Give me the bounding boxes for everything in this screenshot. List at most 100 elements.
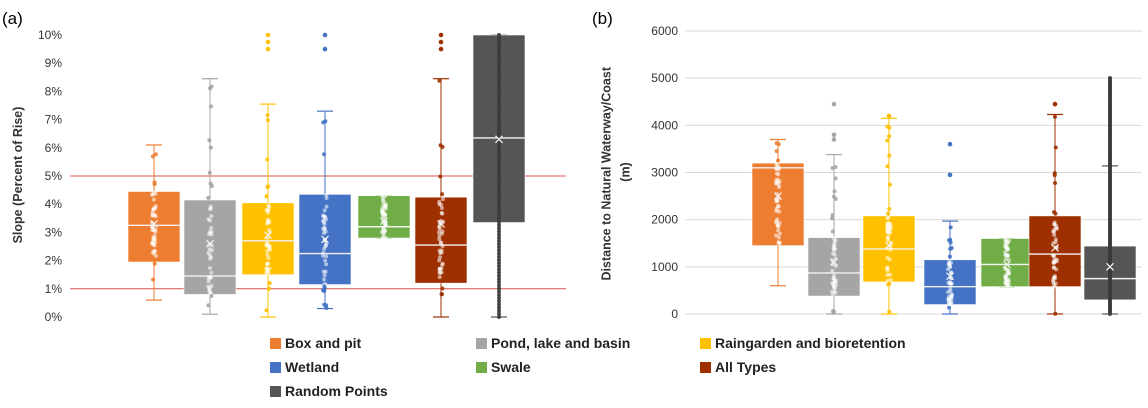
data-point	[380, 193, 385, 198]
data-point	[497, 67, 501, 72]
data-point	[946, 267, 951, 272]
data-point	[1053, 145, 1058, 150]
data-point	[497, 77, 501, 82]
data-point	[885, 138, 890, 143]
data-point	[440, 244, 445, 249]
y-tick-label: 10%	[38, 28, 62, 42]
data-point	[497, 134, 501, 139]
data-point	[209, 294, 214, 299]
data-point	[947, 258, 952, 263]
data-point	[153, 152, 158, 157]
data-point	[152, 261, 157, 266]
data-point	[264, 243, 269, 248]
data-point	[440, 261, 445, 266]
outlier-point	[831, 137, 837, 142]
data-point	[437, 202, 442, 207]
data-point	[833, 280, 838, 285]
data-point	[497, 124, 501, 129]
data-point	[497, 115, 501, 120]
data-point	[497, 48, 501, 53]
data-point	[776, 158, 781, 163]
data-point	[207, 138, 212, 143]
box-group	[298, 32, 352, 310]
data-point	[1003, 276, 1008, 281]
data-point	[206, 303, 211, 308]
data-point	[497, 210, 501, 215]
outlier-point	[322, 32, 328, 38]
data-point	[497, 238, 501, 243]
data-point	[948, 286, 953, 291]
y-tick-label: 4%	[45, 197, 63, 211]
data-point	[209, 255, 214, 260]
legend-swatch	[270, 338, 281, 349]
data-point	[497, 264, 501, 269]
data-point	[497, 93, 501, 98]
data-point	[887, 153, 892, 158]
data-point	[323, 217, 328, 222]
data-point	[437, 237, 442, 242]
outlier-point	[1108, 76, 1112, 81]
data-point	[206, 250, 211, 255]
data-point	[497, 143, 501, 148]
data-point	[1005, 267, 1010, 272]
outlier-point	[947, 141, 953, 147]
data-point	[497, 109, 501, 114]
data-point	[440, 197, 445, 202]
mean-marker	[437, 219, 445, 228]
y-tick-label: 1000	[651, 260, 678, 274]
data-point	[497, 175, 501, 180]
data-point	[831, 309, 836, 314]
data-point	[497, 191, 501, 196]
data-point	[438, 174, 443, 179]
data-point	[774, 166, 779, 171]
data-point	[208, 86, 213, 91]
data-point	[948, 225, 953, 230]
data-point	[209, 226, 214, 231]
data-point	[497, 102, 501, 107]
data-point	[833, 165, 838, 170]
legend-swatch	[270, 386, 281, 397]
data-point	[497, 242, 501, 247]
data-point	[497, 181, 501, 186]
data-point	[497, 118, 501, 123]
data-point	[777, 240, 782, 245]
box-group	[127, 144, 181, 301]
data-point	[497, 159, 501, 164]
data-point	[1051, 241, 1056, 246]
data-point	[151, 197, 156, 202]
data-point	[887, 309, 892, 314]
panel-a-label: (a)	[2, 9, 23, 28]
data-point	[774, 233, 779, 238]
data-point	[497, 112, 501, 117]
data-point	[150, 154, 155, 159]
data-point	[832, 239, 837, 244]
data-point	[153, 253, 158, 258]
data-point	[153, 191, 158, 196]
data-point	[322, 227, 327, 232]
data-point	[830, 166, 835, 171]
legend-swatch	[700, 362, 711, 373]
data-point	[497, 194, 501, 199]
y-tick-label: 3000	[651, 166, 678, 180]
data-point	[1051, 253, 1056, 258]
box-group	[862, 113, 916, 315]
data-point	[777, 231, 782, 236]
data-point	[1052, 173, 1057, 178]
data-point	[153, 204, 158, 209]
box-group	[980, 237, 1034, 288]
y-tick-label: 2%	[45, 254, 63, 268]
data-point	[497, 169, 501, 174]
data-point	[1003, 243, 1008, 248]
data-point	[497, 216, 501, 221]
data-point	[774, 198, 779, 203]
data-point	[497, 166, 501, 171]
mean-marker	[1106, 262, 1114, 271]
data-point	[1006, 271, 1011, 276]
data-point	[209, 232, 214, 237]
data-point	[497, 229, 501, 234]
data-point	[208, 104, 213, 109]
data-point	[440, 231, 445, 236]
data-point	[775, 180, 780, 185]
mean-marker	[1003, 260, 1011, 269]
data-point	[265, 210, 270, 215]
